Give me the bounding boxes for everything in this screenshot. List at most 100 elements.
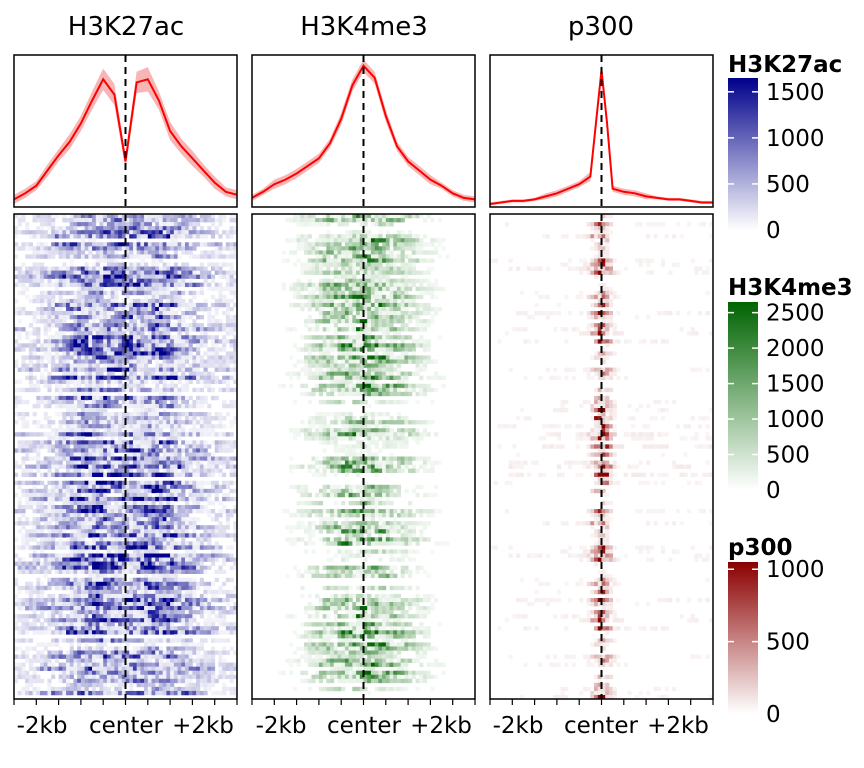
heatmap-cell — [17, 561, 22, 566]
heatmap-cell — [196, 335, 201, 340]
heatmap-cell — [210, 472, 216, 478]
heatmap-cell — [151, 282, 156, 288]
heatmap-cell — [210, 606, 216, 611]
heatmap-cell — [181, 234, 186, 239]
heatmap-cell — [84, 395, 89, 401]
heatmap-cell — [210, 509, 216, 514]
heatmap-cell — [181, 464, 186, 469]
heatmap-cell — [196, 302, 201, 308]
heatmap-cell — [181, 545, 186, 550]
heatmap-cell — [184, 327, 190, 332]
heatmap-cell — [110, 488, 115, 494]
heatmap-cell — [36, 509, 41, 514]
heatmap-cell — [28, 500, 33, 506]
heatmap-cell — [51, 545, 56, 550]
heatmap-cell — [121, 573, 126, 579]
heatmap-cell — [144, 545, 149, 550]
heatmap-cell — [155, 492, 160, 498]
heatmap-cell — [121, 242, 126, 247]
heatmap-cell — [66, 254, 71, 259]
heatmap-cell — [40, 343, 45, 348]
heatmap-cell — [66, 339, 71, 344]
heatmap-cell — [92, 319, 97, 324]
heatmap-cell — [103, 597, 108, 603]
heatmap-cell — [188, 371, 193, 376]
heatmap-cell — [144, 614, 149, 619]
heatmap-cell — [84, 298, 89, 304]
heatmap-cell — [203, 230, 208, 235]
heatmap-cell — [166, 226, 171, 231]
heatmap-cell — [21, 286, 26, 292]
heatmap-cell — [170, 472, 175, 478]
heatmap-cell — [177, 327, 182, 332]
heatmap-cell — [95, 581, 100, 587]
heatmap-cell — [125, 472, 130, 478]
heatmap-cell — [103, 614, 108, 619]
heatmap-cell — [170, 222, 175, 227]
heatmap-cell — [69, 258, 74, 263]
heatmap-cell — [214, 626, 219, 631]
heatmap-cell — [214, 395, 219, 401]
heatmap-cell — [166, 387, 171, 393]
heatmap-cell — [207, 355, 212, 360]
heatmap-cell — [203, 254, 208, 259]
heatmap-cell — [188, 327, 193, 332]
heatmap-cell — [92, 278, 97, 284]
heatmap-cell — [62, 302, 67, 308]
heatmap-cell — [155, 509, 160, 514]
heatmap-cell — [88, 541, 93, 546]
heatmap-cell — [151, 517, 156, 522]
heatmap-cell — [95, 569, 100, 575]
heatmap-cell — [125, 278, 130, 284]
heatmap-cell — [233, 529, 238, 534]
heatmap-cell — [106, 460, 112, 465]
heatmap-cell — [140, 581, 145, 587]
heatmap-cell — [210, 428, 216, 433]
heatmap-cell — [118, 432, 123, 437]
heatmap-cell — [110, 557, 115, 562]
heatmap-cell — [177, 230, 182, 235]
heatmap-cell — [192, 626, 197, 631]
heatmap-cell — [114, 593, 119, 599]
heatmap-cell — [92, 452, 97, 457]
heatmap-cell — [92, 375, 97, 381]
heatmap-cell — [203, 492, 208, 498]
heatmap-cell — [40, 492, 45, 498]
heatmap-cell — [192, 533, 197, 538]
heatmap-cell — [147, 513, 152, 518]
heatmap-cell — [203, 359, 208, 364]
heatmap-cell — [177, 606, 182, 611]
heatmap-cell — [103, 226, 108, 231]
heatmap-cell — [166, 610, 171, 615]
heatmap-cell — [188, 306, 193, 312]
heatmap-cell — [51, 230, 56, 235]
heatmap-cell — [114, 375, 119, 381]
heatmap-cell — [192, 294, 197, 300]
heatmap-cell — [99, 230, 104, 235]
heatmap-cell — [66, 270, 71, 275]
heatmap-cell — [92, 428, 97, 433]
heatmap-cell — [173, 525, 178, 530]
heatmap-cell — [103, 630, 108, 635]
heatmap-cell — [106, 525, 112, 530]
heatmap-cell — [40, 597, 45, 603]
heatmap-cell — [62, 577, 67, 583]
heatmap-cell — [173, 484, 178, 490]
heatmap-cell — [121, 509, 126, 514]
heatmap-cell — [80, 395, 86, 401]
heatmap-cell — [136, 513, 141, 518]
heatmap-cell — [88, 286, 93, 292]
heatmap-cell — [129, 452, 134, 457]
heatmap-cell — [66, 460, 71, 465]
heatmap-cell — [28, 545, 33, 550]
heatmap-cell — [73, 464, 78, 469]
heatmap-cell — [132, 549, 138, 554]
heatmap-cell — [32, 262, 37, 267]
heatmap-cell — [170, 298, 175, 304]
heatmap-cell — [144, 351, 149, 356]
heatmap-cell — [106, 444, 112, 449]
heatmap-cell — [136, 618, 141, 623]
heatmap-cell — [80, 509, 86, 514]
heatmap-cell — [99, 351, 104, 356]
heatmap-cell — [207, 286, 212, 292]
